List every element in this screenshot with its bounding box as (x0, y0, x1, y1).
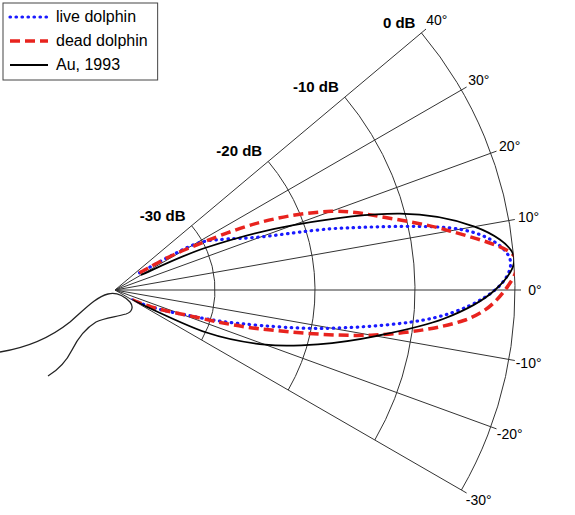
grid-radial (115, 290, 521, 291)
angle-tick-label: 10° (518, 209, 539, 225)
grid-arc (268, 161, 315, 390)
grid (115, 29, 521, 493)
plot-area (132, 211, 517, 346)
grid-arc (421, 33, 515, 490)
chart: -30 dB -20 dB -10 dB 0 dB -30° -20° -10° 0° 10° 2… (0, 0, 575, 515)
beam-curve (132, 226, 510, 328)
radial-tick-label: 0 dB (383, 14, 416, 31)
beam-curve (132, 214, 514, 346)
grid-arc (345, 97, 415, 440)
dolphin-outline (0, 293, 132, 376)
legend-label: Au, 1993 (56, 56, 120, 73)
radial-tick-label: -20 dB (216, 142, 262, 159)
radial-tick-label: -30 dB (140, 207, 186, 224)
legend: live dolphin dead dolphin Au, 1993 (3, 3, 158, 80)
grid-radial (115, 290, 467, 493)
angle-tick-label: 30° (468, 72, 489, 88)
angle-tick-label: -10° (516, 355, 542, 371)
beam-curve (132, 211, 517, 335)
legend-box (3, 3, 158, 80)
legend-label: dead dolphin (56, 32, 148, 49)
angle-tick-label: 40° (426, 12, 447, 28)
grid-arc (192, 226, 215, 340)
angle-tick-label: 20° (499, 138, 520, 154)
legend-swatch (10, 15, 48, 18)
grid-radial (115, 29, 426, 290)
angle-tick-label: -20° (497, 426, 523, 442)
angle-tick-label: -30° (466, 492, 492, 508)
legend-swatch (10, 64, 48, 66)
radial-tick-label: -10 dB (293, 78, 339, 95)
legend-label: live dolphin (56, 8, 136, 25)
grid-radial (115, 151, 497, 290)
angle-tick-label: 0° (528, 282, 541, 298)
legend-swatch (10, 39, 48, 43)
grid-radial (115, 290, 515, 361)
